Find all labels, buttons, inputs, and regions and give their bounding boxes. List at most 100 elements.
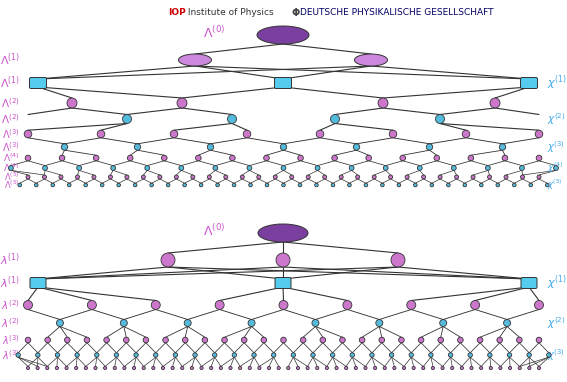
Circle shape <box>177 98 187 108</box>
Circle shape <box>134 144 141 150</box>
Circle shape <box>529 183 532 187</box>
Circle shape <box>84 366 87 370</box>
Circle shape <box>247 166 252 170</box>
Circle shape <box>323 175 327 179</box>
Text: $\lambda^{(1)}$: $\lambda^{(1)}$ <box>0 252 20 268</box>
Circle shape <box>315 183 318 187</box>
Circle shape <box>441 366 444 370</box>
Circle shape <box>287 366 290 370</box>
Circle shape <box>471 175 475 179</box>
Circle shape <box>191 366 193 370</box>
Circle shape <box>417 166 422 170</box>
Circle shape <box>199 183 203 187</box>
Circle shape <box>298 183 302 187</box>
Circle shape <box>232 183 236 187</box>
Circle shape <box>45 337 50 343</box>
Circle shape <box>124 337 129 343</box>
Circle shape <box>55 353 60 357</box>
Circle shape <box>374 366 376 370</box>
Circle shape <box>470 366 473 370</box>
Circle shape <box>383 166 388 170</box>
Circle shape <box>430 183 434 187</box>
Circle shape <box>117 183 120 187</box>
Circle shape <box>252 353 256 357</box>
Circle shape <box>224 175 228 179</box>
Circle shape <box>272 353 276 357</box>
Circle shape <box>379 337 384 343</box>
Circle shape <box>134 353 138 357</box>
FancyBboxPatch shape <box>521 78 538 89</box>
Text: $\Lambda^{(5)}$: $\Lambda^{(5)}$ <box>5 171 20 183</box>
Circle shape <box>219 366 222 370</box>
Circle shape <box>258 366 261 370</box>
Text: $\lambda^{(2)}$: $\lambda^{(2)}$ <box>1 298 20 312</box>
Circle shape <box>24 130 32 138</box>
Circle shape <box>265 183 269 187</box>
Text: $\Lambda^{(0)}$: $\Lambda^{(0)}$ <box>202 223 225 239</box>
Circle shape <box>339 175 343 179</box>
Circle shape <box>193 353 197 357</box>
Text: IOP: IOP <box>168 8 186 17</box>
Circle shape <box>353 144 359 150</box>
Circle shape <box>162 366 164 370</box>
Circle shape <box>67 183 71 187</box>
Circle shape <box>264 155 269 161</box>
Circle shape <box>451 166 456 170</box>
Circle shape <box>391 253 405 267</box>
Circle shape <box>316 130 324 138</box>
Circle shape <box>133 183 137 187</box>
Circle shape <box>400 155 405 161</box>
Circle shape <box>114 353 119 357</box>
Circle shape <box>335 366 338 370</box>
Circle shape <box>27 366 29 370</box>
Circle shape <box>409 353 413 357</box>
Circle shape <box>490 98 500 108</box>
Circle shape <box>281 166 286 170</box>
Text: $\chi^{(4)}$: $\chi^{(4)}$ <box>547 161 564 175</box>
Circle shape <box>143 337 149 343</box>
Circle shape <box>179 166 184 170</box>
Circle shape <box>104 337 109 343</box>
Circle shape <box>521 175 524 179</box>
Circle shape <box>75 175 79 179</box>
Circle shape <box>439 319 447 327</box>
Circle shape <box>311 353 315 357</box>
Circle shape <box>500 144 506 150</box>
Circle shape <box>67 98 77 108</box>
Circle shape <box>547 353 551 357</box>
Text: $\Lambda^{(2)}$: $\Lambda^{(2)}$ <box>1 112 20 126</box>
Circle shape <box>488 353 492 357</box>
Text: $\chi^{(3)}$: $\chi^{(3)}$ <box>547 347 565 363</box>
Circle shape <box>489 366 492 370</box>
Circle shape <box>277 366 280 370</box>
Circle shape <box>438 175 442 179</box>
Circle shape <box>528 366 531 370</box>
FancyBboxPatch shape <box>521 277 537 288</box>
Text: $\chi^{(5)}$: $\chi^{(5)}$ <box>547 178 562 192</box>
Circle shape <box>380 183 384 187</box>
Text: $\lambda^{(2)}$: $\lambda^{(2)}$ <box>1 316 20 330</box>
Circle shape <box>350 353 354 357</box>
Circle shape <box>222 337 227 343</box>
Circle shape <box>150 183 154 187</box>
Circle shape <box>488 175 492 179</box>
Circle shape <box>320 337 325 343</box>
Circle shape <box>325 366 328 370</box>
Circle shape <box>123 366 126 370</box>
Circle shape <box>35 183 38 187</box>
Circle shape <box>210 366 213 370</box>
Circle shape <box>23 301 32 309</box>
Circle shape <box>331 183 335 187</box>
FancyBboxPatch shape <box>30 277 46 288</box>
Circle shape <box>422 175 426 179</box>
Circle shape <box>281 337 286 343</box>
Circle shape <box>261 337 266 343</box>
Circle shape <box>111 166 116 170</box>
Circle shape <box>306 366 309 370</box>
Circle shape <box>97 130 105 138</box>
Text: $\Lambda^{(4)}$: $\Lambda^{(4)}$ <box>3 162 20 174</box>
Circle shape <box>173 353 177 357</box>
Circle shape <box>497 337 502 343</box>
Text: $\lambda^{(1)}$: $\lambda^{(1)}$ <box>0 275 20 291</box>
Text: $\chi^{(2)}$: $\chi^{(2)}$ <box>547 111 566 127</box>
